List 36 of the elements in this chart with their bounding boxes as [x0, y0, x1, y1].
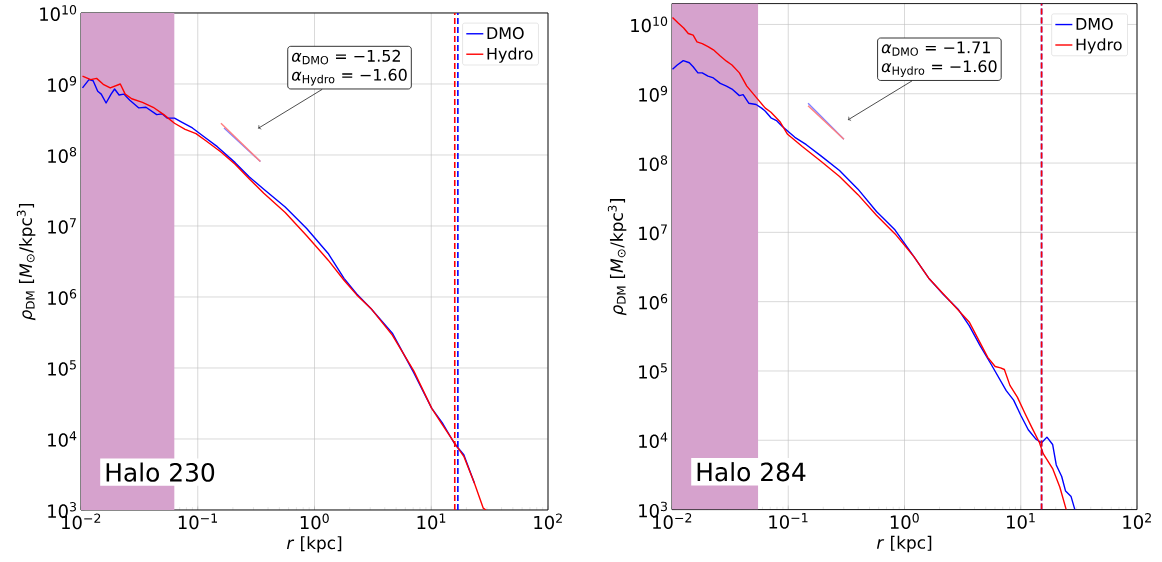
annotation: Halo 284: [697, 462, 806, 482]
y-tick-label: 10$^{10}$: [631, 16, 668, 33]
y-tick-label: 10$^{5}$: [48, 360, 76, 376]
x-tick-label: 10$^{−1}$: [178, 513, 218, 530]
y-tick-label: 10$^{6}$: [48, 289, 77, 305]
y-axis-title: ρ$_{DM}$ [M$_{⊙}$/kpc$^{3}$]: [607, 199, 627, 316]
annotation: Halo 230: [106, 462, 215, 482]
x-tick-label: 10$^{0}$: [890, 513, 919, 529]
y-tick-label: 10$^{4}$: [639, 432, 668, 449]
x-axis-title: r [kpc]: [876, 535, 932, 553]
y-tick-label: 10$^{5}$: [639, 363, 667, 379]
annotation: α$_{Hydro}$ = −1.60: [291, 68, 407, 86]
y-tick-label: 10$^{9}$: [639, 85, 668, 102]
y-tick-label: 10$^{7}$: [639, 224, 667, 241]
legend-label: DMO: [487, 27, 524, 40]
annotation: α$_{Hydro}$ = −1.60: [881, 60, 997, 77]
annotation: α$_{DMO}$ = −1.71: [881, 41, 990, 56]
x-tick-label: 10$^{2}$: [534, 513, 562, 530]
x-tick-label: 10$^{1}$: [1007, 513, 1035, 529]
legend-label: Hydro: [1076, 38, 1122, 54]
y-tick-label: 10$^{7}$: [48, 218, 76, 234]
y-tick-label: 10$^{8}$: [48, 147, 77, 163]
x-tick-label: 10$^{0}$: [300, 513, 329, 530]
x-tick-label: 10$^{2}$: [1123, 513, 1151, 529]
annotation: α$_{DMO}$ = −1.52: [291, 49, 400, 65]
y-tick-label: 10$^{4}$: [48, 431, 77, 447]
x-axis-title: r [kpc]: [286, 536, 342, 553]
y-tick-label: 10$^{8}$: [639, 155, 668, 171]
y-axis-title: ρ$_{DM}$ [M$_{⊙}$/kpc$^{3}$]: [16, 204, 36, 321]
y-tick-label: 10$^{10}$: [40, 5, 77, 21]
x-tick-label: 10$^{−1}$: [769, 513, 808, 529]
x-tick-label: 10$^{1}$: [417, 513, 446, 530]
legend-label: DMO: [1076, 17, 1113, 30]
y-tick-label: 10$^{9}$: [48, 76, 77, 92]
legend-label: Hydro: [487, 47, 533, 63]
y-tick-label: 10$^{6}$: [639, 293, 668, 310]
